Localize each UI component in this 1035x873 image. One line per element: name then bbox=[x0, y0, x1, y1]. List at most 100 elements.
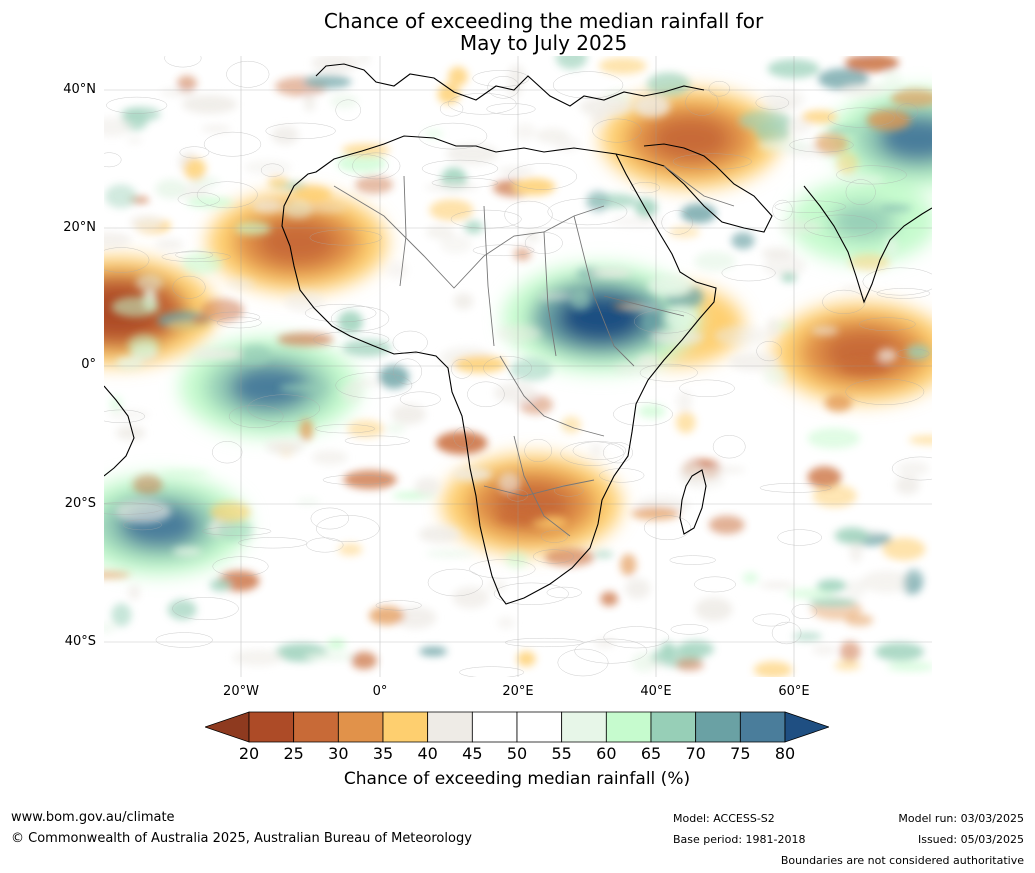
texture-patch bbox=[642, 312, 658, 333]
texture-patch bbox=[192, 317, 208, 324]
contour-line bbox=[771, 621, 802, 645]
anomaly-region bbox=[229, 364, 311, 410]
texture-patch bbox=[514, 123, 536, 141]
contour-line bbox=[603, 442, 633, 464]
texture-patch bbox=[693, 251, 736, 271]
texture-patch bbox=[217, 518, 253, 542]
colorbar-segment bbox=[427, 711, 473, 743]
contour-line bbox=[613, 402, 673, 427]
contour-line bbox=[451, 358, 473, 379]
contour-line bbox=[862, 267, 932, 296]
texture-patch bbox=[824, 394, 853, 412]
texture-patch bbox=[209, 578, 232, 592]
texture-patch bbox=[358, 56, 371, 66]
contour-line bbox=[791, 603, 818, 620]
texture-patch bbox=[267, 175, 289, 189]
anomaly-region bbox=[650, 116, 731, 162]
contour-line bbox=[721, 264, 776, 282]
contour-line bbox=[172, 597, 239, 621]
texture-patch bbox=[694, 597, 733, 621]
contour-line bbox=[260, 163, 284, 177]
contour-line bbox=[777, 529, 822, 546]
texture-patch bbox=[811, 325, 839, 336]
texture-patch bbox=[624, 578, 651, 599]
colorbar-segment bbox=[382, 711, 429, 743]
contour-line bbox=[335, 372, 413, 399]
texture-patch bbox=[861, 570, 913, 593]
contour-line bbox=[122, 519, 162, 531]
texture-patch bbox=[303, 75, 352, 89]
contour-line bbox=[196, 181, 258, 209]
texture-patch bbox=[535, 128, 569, 144]
contour-line bbox=[399, 391, 441, 407]
contour-line bbox=[226, 60, 270, 88]
footer-website[interactable]: www.bom.gov.au/climate bbox=[11, 810, 175, 825]
colorbar-segment bbox=[605, 711, 652, 743]
texture-patch bbox=[271, 126, 299, 145]
texture-patch bbox=[210, 502, 251, 523]
noise-texture bbox=[104, 56, 932, 677]
contour-line bbox=[469, 559, 536, 579]
texture-patch bbox=[600, 591, 619, 607]
lat-label-40n: 40°N bbox=[63, 82, 96, 97]
texture-patch bbox=[351, 651, 377, 670]
contour-line bbox=[896, 348, 930, 359]
texture-patch bbox=[186, 197, 234, 208]
contour-line bbox=[630, 182, 661, 194]
contour-line bbox=[712, 435, 746, 459]
texture-patch bbox=[369, 606, 405, 625]
texture-patch bbox=[834, 661, 861, 671]
texture-patch bbox=[304, 652, 360, 661]
footer-model: Model: ACCESS-S2 bbox=[673, 812, 775, 825]
texture-patch bbox=[429, 199, 474, 222]
contour-line bbox=[335, 99, 361, 121]
contour-line bbox=[247, 394, 321, 423]
texture-patch bbox=[594, 639, 616, 648]
contour-line bbox=[431, 177, 499, 188]
colorbar-tick-label: 40 bbox=[417, 744, 438, 763]
texture-patch bbox=[349, 379, 382, 387]
texture-patch bbox=[326, 638, 346, 650]
contour-line bbox=[375, 600, 422, 611]
texture-patch bbox=[882, 537, 926, 561]
colorbar-tick-label: 20 bbox=[238, 744, 260, 763]
country-borders bbox=[333, 165, 735, 537]
texture-patch bbox=[342, 339, 392, 357]
texture-patch bbox=[633, 94, 671, 118]
texture-patch bbox=[126, 136, 143, 145]
texture-patch bbox=[235, 221, 272, 236]
texture-patch bbox=[311, 450, 348, 465]
texture-patch bbox=[453, 293, 474, 310]
colorbar-tick-label: 45 bbox=[462, 744, 483, 763]
map-title: Chance of exceeding the median rainfall … bbox=[0, 10, 1035, 54]
contour-line bbox=[208, 311, 261, 323]
texture-patch bbox=[306, 204, 347, 213]
contour-line bbox=[177, 192, 220, 207]
contour-line bbox=[599, 468, 645, 483]
contour-line bbox=[756, 341, 783, 362]
texture-patch bbox=[886, 661, 932, 672]
texture-patch bbox=[561, 416, 582, 434]
texture-patch bbox=[836, 151, 859, 175]
texture-patch bbox=[589, 442, 603, 459]
coastlines bbox=[104, 63, 932, 605]
texture-patch bbox=[104, 571, 131, 579]
texture-patch bbox=[283, 200, 313, 219]
texture-patch bbox=[167, 599, 197, 620]
contour-line bbox=[338, 154, 389, 178]
texture-patch bbox=[762, 88, 806, 110]
texture-patch bbox=[808, 598, 857, 607]
contour-line bbox=[164, 56, 202, 68]
india-coastline bbox=[803, 185, 932, 304]
texture-patch bbox=[875, 642, 924, 661]
texture-patch bbox=[780, 272, 797, 283]
texture-patch bbox=[424, 130, 444, 138]
contour-line bbox=[552, 71, 624, 99]
contour-line bbox=[547, 198, 628, 226]
texture-patch bbox=[347, 420, 385, 438]
contour-line bbox=[661, 210, 693, 235]
texture-patch bbox=[814, 132, 849, 155]
footer-disclaimer: Boundaries are not considered authoritat… bbox=[780, 854, 1024, 867]
texture-patch bbox=[182, 95, 237, 114]
contour-line bbox=[421, 159, 499, 178]
